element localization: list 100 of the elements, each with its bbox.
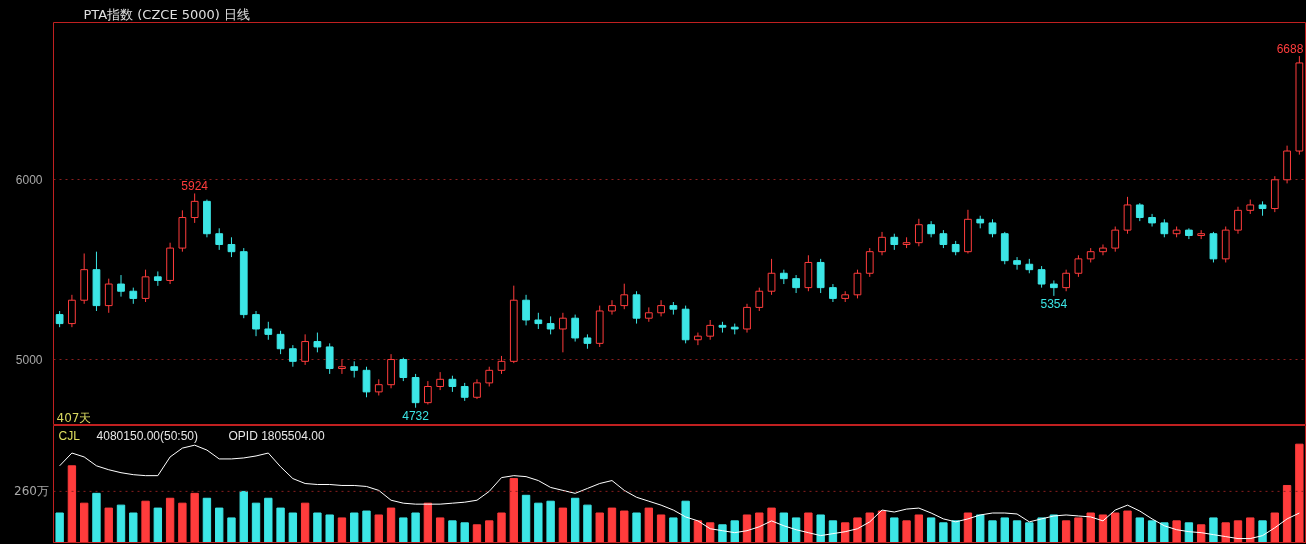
chart-title: CJL: [58, 428, 81, 443]
bar: [779, 512, 789, 543]
candlestick: [1099, 243, 1107, 256]
candlestick: [755, 287, 764, 312]
bar: [116, 504, 126, 543]
bar: [816, 514, 825, 543]
candlestick: [276, 330, 285, 355]
candlestick: [571, 314, 580, 343]
bar: [411, 512, 420, 543]
candlestick: [252, 310, 260, 337]
bar: [791, 517, 801, 543]
bar: [706, 522, 715, 543]
candlestick: [338, 359, 346, 375]
bar: [337, 517, 347, 543]
candlestick: [865, 247, 874, 278]
candlestick: [1037, 265, 1046, 289]
candlestick: [215, 227, 224, 251]
candlestick: [362, 366, 371, 398]
bar: [546, 500, 555, 543]
bar: [92, 492, 101, 543]
candlestick: [1050, 279, 1058, 297]
bar: [178, 502, 187, 543]
bar: [276, 507, 285, 543]
bar: [165, 497, 175, 543]
bar: [435, 517, 445, 543]
bar: [804, 512, 813, 543]
bar: [841, 522, 850, 543]
bar: [742, 514, 752, 543]
candlestick: [559, 312, 567, 353]
candlestick: [190, 192, 199, 224]
candlestick: [878, 231, 886, 256]
candlestick: [1013, 256, 1021, 271]
bar: [693, 520, 703, 543]
candlestick: [68, 294, 76, 328]
bar: [1282, 484, 1292, 543]
candlestick: [399, 357, 408, 382]
bar: [632, 512, 641, 543]
bar: [1209, 517, 1218, 543]
bar: [755, 512, 764, 543]
bar: [350, 512, 359, 543]
bar: [521, 494, 531, 543]
bar: [939, 522, 948, 543]
bar: [374, 514, 383, 543]
bar: [313, 512, 322, 543]
bar: [681, 500, 690, 543]
bar: [1172, 520, 1181, 543]
candlestick: [1062, 269, 1071, 292]
text: 5354: [1040, 296, 1068, 311]
bar: [399, 517, 408, 543]
bar: [1295, 443, 1304, 543]
bar: [67, 465, 77, 543]
bar: [730, 520, 739, 543]
candlestick: [657, 299, 665, 317]
bar: [153, 507, 163, 543]
bar: [890, 517, 899, 543]
candlestick: [1148, 213, 1156, 228]
candlestick: [608, 299, 616, 316]
candlestick: [1111, 226, 1120, 253]
bar: [1221, 522, 1230, 543]
candlestick: [313, 332, 322, 353]
bar: [288, 512, 298, 543]
bar: [902, 520, 911, 543]
candlestick: [485, 366, 494, 387]
bar: [386, 507, 396, 543]
bar: [1246, 517, 1255, 543]
bar: [534, 502, 543, 543]
bar: [362, 510, 371, 543]
y-tick-label: 5000: [15, 353, 43, 368]
bar: [80, 502, 89, 543]
bar: [607, 507, 617, 543]
bar: [497, 512, 506, 543]
bar: [1086, 512, 1095, 543]
bar: [1135, 517, 1144, 543]
bar: [988, 520, 997, 543]
candlestick: [522, 294, 530, 326]
chart-title: PTA指数 (CZCE 5000) 日线: [83, 6, 251, 22]
candlestick: [1074, 254, 1083, 278]
bar: [1012, 520, 1022, 543]
bar: [914, 514, 924, 543]
bar: [656, 514, 666, 543]
bar: [1074, 517, 1083, 543]
bar: [485, 520, 494, 543]
bar: [1098, 514, 1108, 543]
bar: [141, 500, 150, 543]
candlestick: [436, 371, 445, 391]
bar: [583, 504, 592, 543]
candlestick: [301, 333, 309, 366]
bar: [460, 522, 469, 543]
bar: [644, 507, 653, 543]
bar: [239, 490, 248, 543]
bar: [570, 497, 580, 543]
bar: [227, 517, 236, 543]
candlestick: [914, 218, 923, 247]
candlestick: [706, 319, 715, 341]
candlestick: [632, 290, 641, 325]
bar: [558, 507, 568, 543]
candlestick: [325, 342, 334, 375]
bar: [926, 517, 936, 543]
y-tick-label: 6000: [15, 173, 43, 188]
bar: [300, 502, 310, 543]
